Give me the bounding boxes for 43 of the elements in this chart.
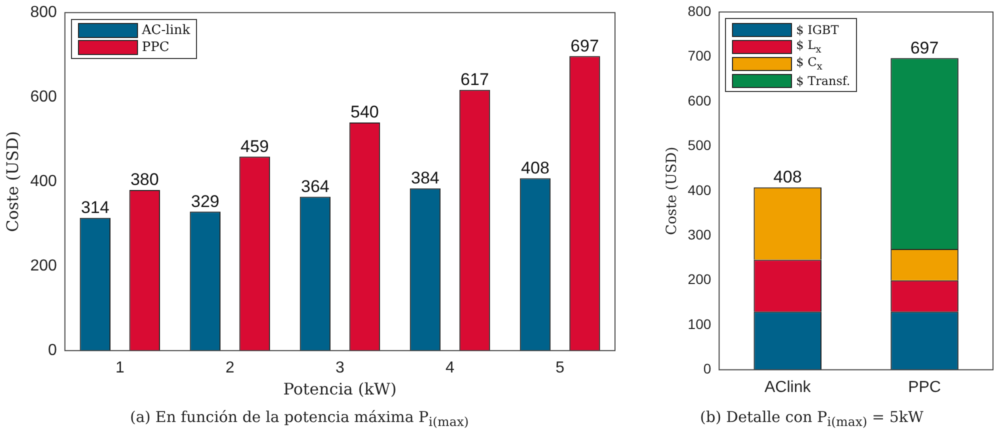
y-tick-label: 600 [688, 92, 712, 108]
x-tick-label: 4 [446, 360, 455, 377]
data-label: 329 [190, 192, 220, 211]
legend-label: $ IGBT [796, 22, 839, 36]
y-tick-label: 400 [30, 173, 57, 190]
text: (b) Detalle con P$_{i(max)}$ = 5kW [700, 408, 924, 429]
y-tick-label: 800 [688, 2, 712, 19]
legend-label: PPC [142, 40, 170, 55]
y-tick-label: 600 [30, 88, 57, 106]
y-tick-label: 800 [30, 4, 57, 22]
y-tick-label: 200 [30, 258, 57, 275]
y-axis-title: Coste (USD) [664, 146, 680, 236]
data-label: 540 [350, 102, 379, 122]
y-tick-label: 700 [688, 48, 712, 64]
total-label: 697 [910, 38, 939, 58]
y-tick-label: 0 [48, 342, 57, 360]
x-tick-label: 5 [556, 360, 565, 377]
legend-label: $ L$_{x}$ [796, 38, 822, 56]
y-tick-label: 0 [703, 360, 712, 377]
data-label: 459 [240, 136, 269, 156]
legend-label: $ Transf. [796, 74, 850, 88]
y-tick-label: 500 [688, 137, 712, 154]
text: (a) En función de la potencia máxima P$_{i(max)}$ [130, 408, 469, 429]
x-tick-label: 3 [335, 360, 344, 377]
x-tick-label: AClink [764, 378, 812, 396]
legend-label: AC-link [142, 22, 190, 38]
data-label: 617 [460, 70, 489, 90]
y-tick-label: 100 [688, 316, 712, 332]
y-tick-label: 400 [688, 182, 712, 198]
y-axis-title: Coste (USD) [2, 131, 22, 232]
legend-label: $ C$_{x}$ [796, 54, 822, 72]
x-axis-title: Potencia (kW) [283, 380, 397, 399]
y-tick-label: 300 [688, 226, 712, 242]
x-tick-label: 2 [225, 360, 234, 377]
data-label: 384 [411, 168, 440, 188]
total-label: 408 [773, 168, 802, 187]
data-label: 408 [521, 158, 550, 178]
data-label: 697 [570, 36, 599, 56]
y-tick-label: 200 [688, 271, 712, 288]
x-tick-label: 1 [115, 360, 124, 377]
data-label: 364 [301, 176, 330, 196]
data-label: 380 [130, 170, 159, 190]
data-label: 314 [80, 198, 110, 218]
